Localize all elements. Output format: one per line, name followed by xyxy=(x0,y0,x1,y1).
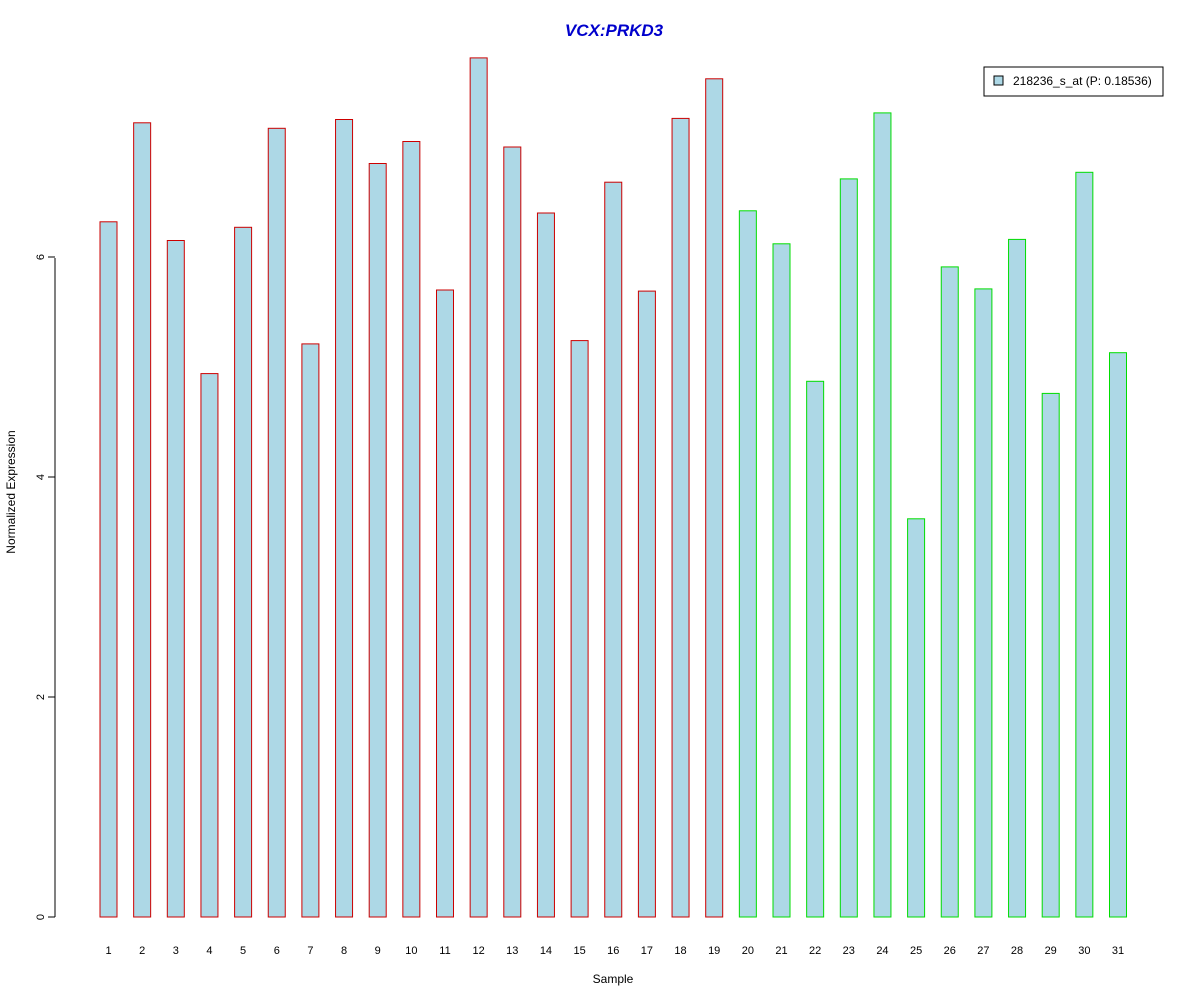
legend: 218236_s_at (P: 0.18536) xyxy=(983,66,1164,97)
x-tick-label: 6 xyxy=(274,945,280,957)
bar-sample-25 xyxy=(907,518,926,918)
legend-entry-label: 218236_s_at (P: 0.18536) xyxy=(1013,74,1152,88)
chart-title: VCX:PRKD3 xyxy=(565,21,664,40)
bars-group xyxy=(99,57,1127,918)
bar-sample-2 xyxy=(133,122,152,918)
y-tick-label: 6 xyxy=(35,254,47,260)
x-tick-label: 24 xyxy=(876,945,888,957)
bar-sample-10 xyxy=(402,141,421,918)
x-tick-label: 15 xyxy=(573,945,585,957)
bar-sample-30 xyxy=(1075,171,1094,918)
x-tick-label: 17 xyxy=(641,945,653,957)
x-tick-label: 28 xyxy=(1011,945,1023,957)
bar-sample-18 xyxy=(671,117,690,918)
bar-sample-23 xyxy=(839,178,858,918)
x-tick-label: 13 xyxy=(506,945,518,957)
y-axis-label: Normalized Expression xyxy=(4,430,18,553)
x-tick-label: 3 xyxy=(173,945,179,957)
x-tick-label: 18 xyxy=(674,945,686,957)
x-tick-label: 30 xyxy=(1078,945,1090,957)
bar-sample-28 xyxy=(1008,238,1027,918)
bar-sample-4 xyxy=(200,373,219,918)
bar-sample-17 xyxy=(637,290,656,918)
legend-swatch xyxy=(993,75,1004,86)
bar-sample-12 xyxy=(469,57,488,918)
bar-sample-9 xyxy=(368,163,387,918)
bar-sample-11 xyxy=(436,289,454,918)
x-axis-label: Sample xyxy=(593,972,634,986)
legend-box xyxy=(983,66,1164,97)
x-tick-label: 27 xyxy=(977,945,989,957)
x-tick-label: 8 xyxy=(341,945,347,957)
x-tick-label: 5 xyxy=(240,945,246,957)
bar-sample-6 xyxy=(267,127,286,918)
x-tick-label: 29 xyxy=(1045,945,1057,957)
x-tick-label: 22 xyxy=(809,945,821,957)
y-tick-label: 4 xyxy=(35,474,47,480)
x-tick-label: 21 xyxy=(775,945,787,957)
bar-sample-1 xyxy=(99,221,118,918)
bar-sample-29 xyxy=(1041,392,1060,918)
bar-sample-5 xyxy=(234,226,253,918)
y-tick-label: 2 xyxy=(35,694,47,700)
x-tick-label: 2 xyxy=(139,945,145,957)
x-tick-label: 26 xyxy=(944,945,956,957)
x-tick-label: 11 xyxy=(439,945,450,957)
bar-sample-13 xyxy=(503,146,522,918)
x-tick-label: 23 xyxy=(843,945,855,957)
bar-sample-24 xyxy=(873,112,892,918)
x-tick-label: 25 xyxy=(910,945,922,957)
x-tick-label: 14 xyxy=(540,945,552,957)
y-tick-label: 0 xyxy=(35,914,47,920)
bar-sample-22 xyxy=(806,380,825,918)
bar-sample-3 xyxy=(166,240,185,918)
x-tick-label: 7 xyxy=(307,945,313,957)
x-tick-label: 9 xyxy=(375,945,381,957)
x-tick-label: 16 xyxy=(607,945,619,957)
bar-sample-31 xyxy=(1109,352,1127,918)
bar-sample-21 xyxy=(772,243,791,918)
y-axis-ticks: 0 2 4 6 xyxy=(35,254,55,920)
x-tick-label: 12 xyxy=(473,945,485,957)
bar-sample-8 xyxy=(335,119,354,918)
x-tick-label: 19 xyxy=(708,945,720,957)
x-tick-label: 20 xyxy=(742,945,754,957)
bar-sample-27 xyxy=(974,288,993,918)
bar-sample-7 xyxy=(301,343,320,918)
bar-sample-14 xyxy=(536,212,555,918)
x-axis-tick-labels: 1 2 3 4 5 6 7 8 9 10 11 12 13 14 15 16 17 18 19 20 21 22 23 24 2… xyxy=(105,945,1124,957)
bar-sample-19 xyxy=(705,78,724,918)
bar-sample-16 xyxy=(604,181,623,918)
x-tick-label: 10 xyxy=(405,945,417,957)
bar-sample-20 xyxy=(738,210,757,918)
x-tick-label: 4 xyxy=(206,945,212,957)
x-tick-label: 31 xyxy=(1112,945,1124,957)
bar-sample-15 xyxy=(570,340,589,918)
x-tick-label: 1 xyxy=(105,945,111,957)
bar-sample-26 xyxy=(940,266,959,918)
